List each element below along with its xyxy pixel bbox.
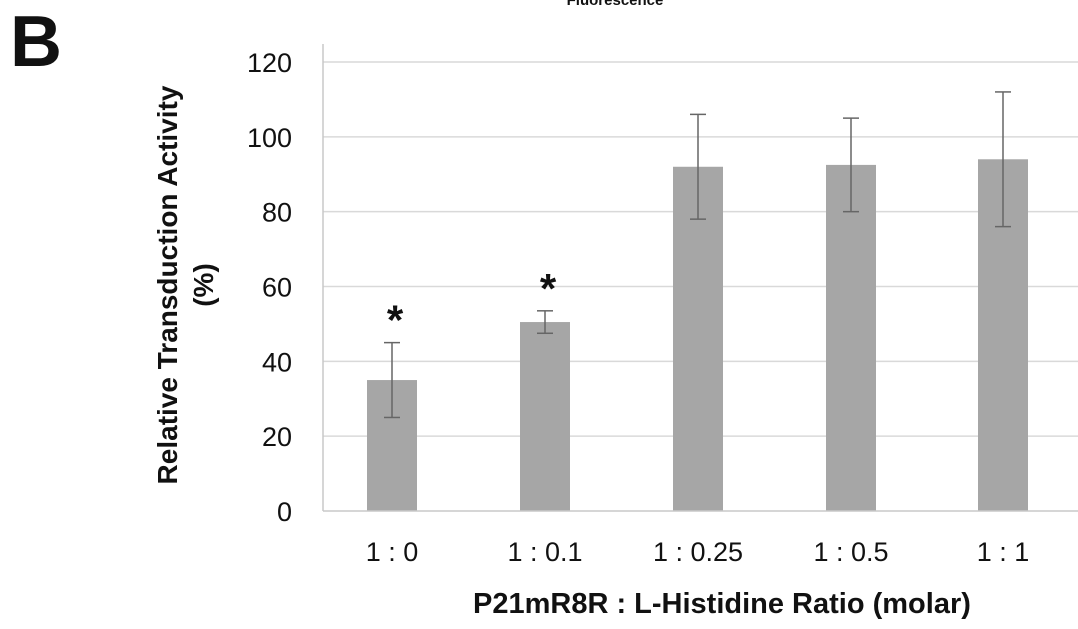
bar [826, 164, 876, 512]
y-tick-label: 120 [247, 48, 292, 78]
y-tick-label: 60 [262, 273, 292, 303]
x-axis-label: P21mR8R : L-Histidine Ratio (molar) [473, 588, 971, 620]
y-tick-label: 0 [277, 497, 292, 527]
bar [520, 322, 570, 511]
y-tick-label: 20 [262, 422, 292, 452]
panel-letter: B [10, 2, 62, 82]
y-tick-label: 80 [262, 198, 292, 228]
significance-star: * [387, 297, 404, 344]
x-tick-label: 1 : 0.25 [653, 537, 743, 567]
x-tick-label: 1 : 0 [366, 537, 419, 567]
significance-star: * [540, 265, 557, 312]
x-tick-label: 1 : 0.5 [813, 537, 888, 567]
tick-labels: 0 20 40 60 80 100 120 1 : 0 1 : 0.1 1 : 0.25 1 : 0… [247, 48, 1029, 567]
x-tick-label: 1 : 1 [977, 537, 1030, 567]
bar [673, 166, 723, 511]
significance-markers: ** [387, 265, 557, 344]
y-tick-label: 100 [247, 123, 292, 153]
chart-title: Fluorescence [566, 0, 664, 9]
x-tick-label: 1 : 0.1 [507, 537, 582, 567]
error-bars [384, 91, 1011, 419]
axes [322, 44, 1078, 512]
y-tick-label: 40 [262, 347, 292, 377]
